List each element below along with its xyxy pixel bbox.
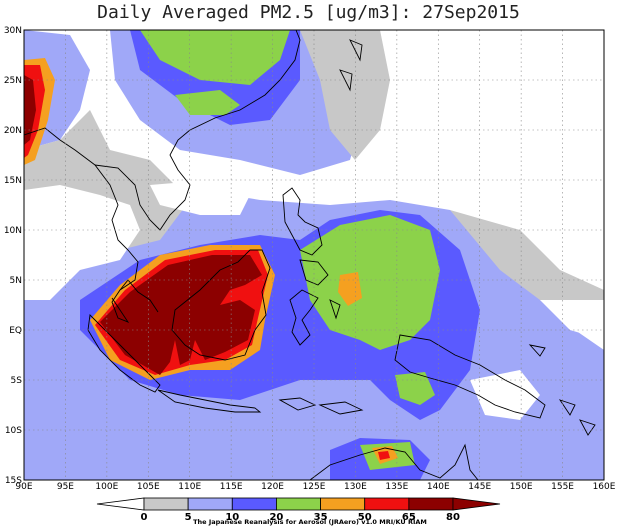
colorbar-box — [320, 497, 366, 511]
colorbar-label: 65 — [402, 512, 416, 523]
credit-text: The Japanese Reanalysis for Aerosol (JRA… — [193, 518, 427, 526]
pm25-level-50-65-b — [338, 272, 362, 306]
pm25-level-80-plus-nw — [24, 75, 36, 145]
longitude-label: 140E — [427, 482, 450, 492]
latitude-label: 20N — [4, 126, 22, 136]
colorbar-box — [143, 497, 189, 511]
colorbar-box — [276, 497, 321, 511]
grid-lines — [24, 30, 604, 480]
latitude-label: 25N — [4, 76, 22, 86]
longitude-label: 120E — [261, 482, 284, 492]
colorbar-box — [364, 497, 410, 511]
latitude-label: 30N — [4, 26, 22, 36]
pm25-level-35-50-b — [175, 90, 240, 115]
pm25-level-0-5-b — [150, 180, 250, 215]
colorbar-label: 50 — [358, 512, 372, 523]
colorbar-box — [187, 497, 233, 511]
longitude-labels: 90E 95E 100E 105E 110E 115E 120E 125E 130E 135E 14… — [15, 482, 615, 492]
colorbar-label: 10 — [225, 512, 239, 523]
longitude-label: 110E — [178, 482, 201, 492]
longitude-label: 130E — [344, 482, 367, 492]
pm25-level-80-plus — [100, 255, 262, 375]
latitude-label: 5N — [10, 276, 22, 286]
latitude-label: 10N — [4, 226, 22, 236]
pm25-level-65-80-s — [378, 451, 390, 460]
longitude-label: 115E — [220, 482, 243, 492]
map-title: Daily Averaged PM2.5 [ug/m3]: 27Sep2015 — [97, 2, 520, 23]
longitude-label: 135E — [385, 482, 408, 492]
latitude-labels: 30N 25N 20N 15N 10N 5N EQ 5S 10S 15S — [4, 26, 22, 486]
longitude-label: 155E — [551, 482, 574, 492]
coastlines — [24, 30, 596, 480]
colorbar-label: 5 — [185, 512, 192, 523]
longitude-label: 105E — [137, 482, 160, 492]
longitude-label: 150E — [510, 482, 533, 492]
latitude-label: 10S — [5, 426, 22, 436]
latitude-label: 15S — [5, 476, 22, 486]
colorbar-label: 20 — [269, 512, 283, 523]
longitude-label: 145E — [468, 482, 491, 492]
longitude-label: 100E — [95, 482, 118, 492]
colorbar-label: 80 — [446, 512, 460, 523]
colorbar-label: 0 — [141, 512, 148, 523]
pm25-level-5-10-north — [300, 30, 390, 160]
latitude-label: 5S — [11, 376, 23, 386]
colorbar-box — [231, 497, 277, 511]
map-frame — [23, 29, 605, 481]
colorbar-high-triangle — [452, 497, 501, 511]
latitude-label: EQ — [9, 326, 22, 336]
longitude-label: 90E — [15, 482, 32, 492]
colorbar-label: 35 — [314, 512, 328, 523]
longitude-label: 95E — [57, 482, 74, 492]
colorbar: 0 5 10 20 35 50 65 80 — [96, 497, 501, 523]
colorbar-low-triangle — [96, 497, 145, 511]
longitude-label: 125E — [303, 482, 326, 492]
pm25-level-35-50-north — [140, 30, 290, 85]
longitude-label: 160E — [593, 482, 616, 492]
latitude-label: 15N — [4, 176, 22, 186]
pm25-level-0-5 — [24, 185, 140, 300]
colorbar-box — [408, 497, 454, 511]
pm25-level-0-5-c — [470, 370, 540, 420]
